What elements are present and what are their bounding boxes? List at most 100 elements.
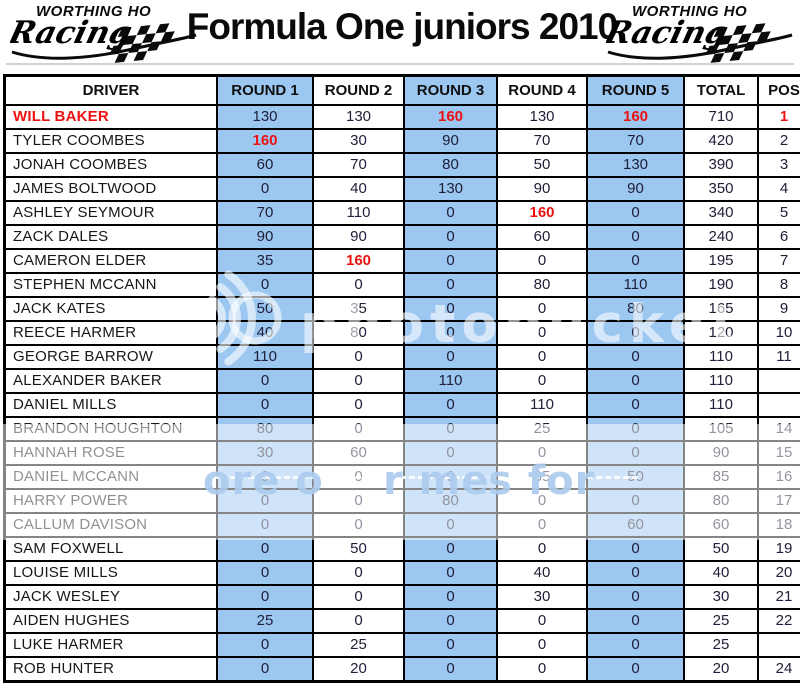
pos-cell: 24 xyxy=(757,656,800,683)
round-5-cell: 0 xyxy=(586,656,685,683)
pos-cell: 19 xyxy=(757,536,800,562)
round-1-cell: 0 xyxy=(216,464,314,490)
pos-cell: 22 xyxy=(757,608,800,634)
round-2-cell: 0 xyxy=(312,560,405,586)
driver-cell: SAM FOXWELL xyxy=(3,536,218,562)
total-cell: 240 xyxy=(683,224,759,250)
pos-cell: 1 xyxy=(757,104,800,130)
standings-body: WILL BAKER 130 130 160 130 160 710 1 TYLER COOMB… xyxy=(3,104,800,683)
total-cell: 20 xyxy=(683,656,759,683)
table-row: HANNAH ROSE 30 60 0 0 0 90 15 xyxy=(3,440,800,466)
table-row: DANIEL MILLS 0 0 0 110 0 110 xyxy=(3,392,800,418)
column-header-total: TOTAL xyxy=(683,74,759,106)
round-4-cell: 0 xyxy=(496,656,588,683)
round-3-cell: 80 xyxy=(403,152,498,178)
round-5-cell: 0 xyxy=(586,416,685,442)
round-4-cell: 130 xyxy=(496,104,588,130)
round-3-cell: 80 xyxy=(403,488,498,514)
round-4-cell: 80 xyxy=(496,272,588,298)
driver-cell: LUKE HARMER xyxy=(3,632,218,658)
round-1-cell: 30 xyxy=(216,440,314,466)
column-header-pos: POS xyxy=(757,74,800,106)
round-3-cell: 0 xyxy=(403,272,498,298)
total-cell: 195 xyxy=(683,248,759,274)
round-2-cell: 0 xyxy=(312,344,405,370)
round-5-cell: 160 xyxy=(586,104,685,130)
round-3-cell: 0 xyxy=(403,200,498,226)
round-2-cell: 110 xyxy=(312,200,405,226)
pos-cell: 14 xyxy=(757,416,800,442)
round-1-cell: 0 xyxy=(216,632,314,658)
driver-cell: DANIEL MCCANN xyxy=(3,464,218,490)
pos-cell: 20 xyxy=(757,560,800,586)
round-4-cell: 0 xyxy=(496,488,588,514)
standings-header-row: DRIVER ROUND 1 ROUND 2 ROUND 3 ROUND 4 ROUND … xyxy=(3,74,800,106)
driver-cell: HARRY POWER xyxy=(3,488,218,514)
round-3-cell: 0 xyxy=(403,320,498,346)
round-1-cell: 80 xyxy=(216,416,314,442)
total-cell: 190 xyxy=(683,272,759,298)
total-cell: 350 xyxy=(683,176,759,202)
driver-cell: ZACK DALES xyxy=(3,224,218,250)
round-5-cell: 0 xyxy=(586,608,685,634)
round-2-cell: 30 xyxy=(312,128,405,154)
total-cell: 25 xyxy=(683,608,759,634)
round-2-cell: 70 xyxy=(312,152,405,178)
racing-script-and-checkered-flag-icon: Racing xyxy=(10,16,197,63)
driver-cell: LOUISE MILLS xyxy=(3,560,218,586)
round-4-cell: 35 xyxy=(496,464,588,490)
total-cell: 80 xyxy=(683,488,759,514)
table-row: JACK KATES 50 35 0 0 80 165 9 xyxy=(3,296,800,322)
round-1-cell: 25 xyxy=(216,608,314,634)
round-3-cell: 0 xyxy=(403,560,498,586)
column-header-round-1: ROUND 1 xyxy=(216,74,314,106)
round-5-cell: 0 xyxy=(586,248,685,274)
driver-cell: HANNAH ROSE xyxy=(3,440,218,466)
total-cell: 340 xyxy=(683,200,759,226)
round-2-cell: 0 xyxy=(312,464,405,490)
round-4-cell: 0 xyxy=(496,512,588,538)
standings-table: DRIVER ROUND 1 ROUND 2 ROUND 3 ROUND 4 ROUND … xyxy=(3,74,800,683)
grey-gridline xyxy=(6,63,794,65)
pos-cell: 2 xyxy=(757,128,800,154)
driver-cell: CAMERON ELDER xyxy=(3,248,218,274)
round-2-cell: 35 xyxy=(312,296,405,322)
pos-cell: 11 xyxy=(757,344,800,370)
table-row: LOUISE MILLS 0 0 0 40 0 40 20 xyxy=(3,560,800,586)
driver-cell: ALEXANDER BAKER xyxy=(3,368,218,394)
round-3-cell: 0 xyxy=(403,392,498,418)
round-5-cell: 0 xyxy=(586,392,685,418)
round-3-cell: 0 xyxy=(403,248,498,274)
round-4-cell: 0 xyxy=(496,320,588,346)
pos-cell: 5 xyxy=(757,200,800,226)
driver-cell: CALLUM DAVISON xyxy=(3,512,218,538)
pos-cell: 17 xyxy=(757,488,800,514)
round-2-cell: 0 xyxy=(312,512,405,538)
worthing-ho-racing-logo-left: WORTHING HO Racing xyxy=(10,3,202,67)
column-header-round-3: ROUND 3 xyxy=(403,74,498,106)
total-cell: 85 xyxy=(683,464,759,490)
round-2-cell: 160 xyxy=(312,248,405,274)
table-row: ROB HUNTER 0 20 0 0 0 20 24 xyxy=(3,656,800,683)
round-5-cell: 0 xyxy=(586,368,685,394)
round-1-cell: 0 xyxy=(216,176,314,202)
round-1-cell: 0 xyxy=(216,488,314,514)
round-2-cell: 0 xyxy=(312,488,405,514)
round-3-cell: 0 xyxy=(403,512,498,538)
round-3-cell: 0 xyxy=(403,344,498,370)
total-cell: 110 xyxy=(683,392,759,418)
round-1-cell: 0 xyxy=(216,368,314,394)
pos-cell: 18 xyxy=(757,512,800,538)
table-row: SAM FOXWELL 0 50 0 0 0 50 19 xyxy=(3,536,800,562)
table-row: STEPHEN MCCANN 0 0 0 80 110 190 8 xyxy=(3,272,800,298)
total-cell: 165 xyxy=(683,296,759,322)
table-row: HARRY POWER 0 0 80 0 0 80 17 xyxy=(3,488,800,514)
page-title: Formula One juniors 2010 xyxy=(186,6,618,47)
round-5-cell: 130 xyxy=(586,152,685,178)
round-1-cell: 0 xyxy=(216,584,314,610)
round-2-cell: 40 xyxy=(312,176,405,202)
table-row: CAMERON ELDER 35 160 0 0 0 195 7 xyxy=(3,248,800,274)
pos-cell: 10 xyxy=(757,320,800,346)
logo-text-worthing-ho: WORTHING HO xyxy=(36,3,152,20)
